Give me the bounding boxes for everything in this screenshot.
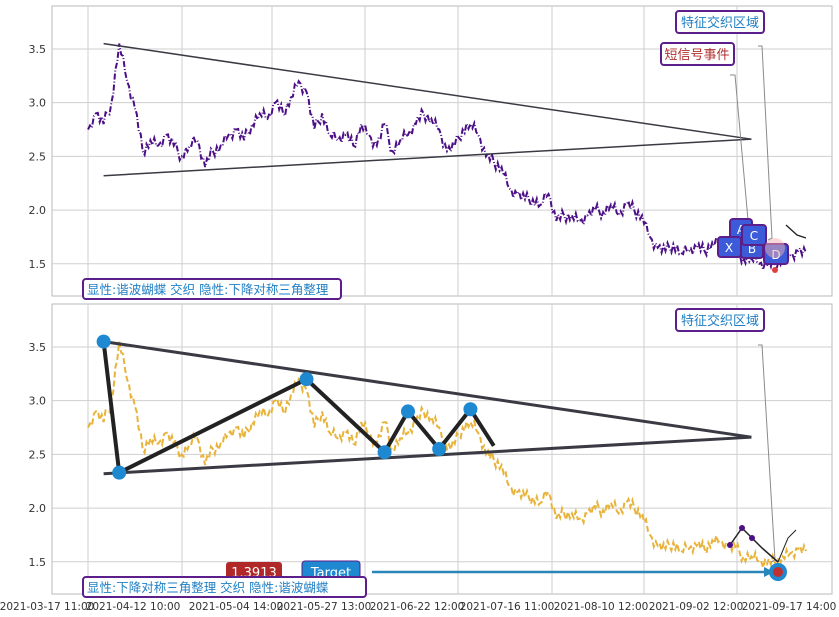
short-signal-text: 短信号事件 (664, 48, 729, 63)
bottom-pattern-label: 显性:下降对称三角整理 交织 隐性:谐波蝴蝶 (82, 576, 367, 598)
marker-x: X (717, 236, 742, 258)
bottom-ytick-label-2: 2.5 (29, 448, 47, 461)
bottom-price-series (87, 341, 807, 572)
bottom-panel: 1.52.02.53.03.5 特征交织区域 1.3913 (0, 303, 836, 613)
top-ytick-label-1: 2.0 (29, 204, 47, 217)
xtick-label-7: 2021-09-02 12:00 (649, 601, 744, 613)
pattern-pivots (96, 334, 478, 480)
bottom-triangle-lower-line (103, 435, 752, 476)
pivot-point-3 (377, 445, 392, 460)
bottom-annotation-arrows (758, 344, 776, 563)
bottom-pattern-text: 显性:下降对称三角整理 交织 隐性:谐波蝴蝶 (87, 580, 329, 595)
xtick-label-3: 2021-05-27 13:00 (277, 601, 372, 613)
top-panel: 1.52.02.53.03.5 特征交织区域 短信号事件 A B (29, 5, 833, 300)
top-triangle-lower-line (103, 138, 752, 177)
bottom-ytick-label-1: 2.0 (29, 502, 47, 515)
marker-x-text: X (725, 241, 733, 255)
bottom-triangle-lines (103, 340, 752, 476)
xtick-label-4: 2021-06-22 12:00 (370, 601, 465, 613)
top-price-series (87, 43, 807, 274)
short-signal-label: 短信号事件 (660, 42, 735, 66)
marker-b-text: B (748, 242, 756, 256)
bottom-grid (52, 304, 832, 594)
top-ytick-label-2: 2.5 (29, 150, 47, 163)
top-pattern-text: 显性:谐波蝴蝶 交织 隐性:下降对称三角整理 (87, 282, 329, 297)
harmonic-mini-path (727, 525, 797, 581)
xtick-label-5: 2021-07-16 11:00 (460, 601, 555, 613)
bottom-y-axis: 1.5 2.0 2.5 3.0 3.5 (29, 341, 47, 569)
top-ytick-label-0: 1.5 (29, 258, 47, 271)
marker-d-dot (772, 267, 778, 273)
pivot-point-2 (299, 372, 314, 387)
xtick-label-6: 2021-08-10 12:00 (554, 601, 649, 613)
top-grid (52, 6, 832, 296)
feature-zone-label-bottom: 特征交织区域 (675, 308, 765, 332)
pivot-point-0 (96, 334, 111, 349)
xabcd-markers: A B C X D (717, 218, 789, 273)
bottom-ytick-label-0: 1.5 (29, 556, 47, 569)
xtick-label-2: 2021-05-04 14:00 (189, 601, 284, 613)
feature-zone-text-top: 特征交织区域 (681, 15, 759, 31)
xtick-label-1: 2021-04-12 10:00 (86, 601, 181, 613)
feature-zone-label-top: 特征交织区域 (675, 10, 765, 34)
top-ytick-label-4: 3.5 (29, 43, 47, 56)
bottom-ytick-label-3: 3.0 (29, 395, 47, 408)
top-triangle-upper-line (103, 42, 752, 140)
pivot-point-5 (432, 442, 447, 456)
bottom-ytick-label-4: 3.5 (29, 341, 47, 354)
pivot-point-6 (463, 402, 478, 417)
top-triangle-lines (103, 42, 752, 177)
pivot-point-1 (112, 465, 127, 480)
pattern-zigzag (101, 341, 496, 476)
top-ytick-label-3: 3.0 (29, 97, 47, 110)
marker-glow (765, 238, 785, 258)
marker-c-text: C (750, 229, 758, 243)
pivot-point-4 (400, 404, 415, 419)
marker-c: C (741, 224, 767, 246)
xtick-label-8: 2021-09-17 14:00 (742, 601, 837, 613)
top-y-axis: 1.5 2.0 2.5 3.0 3.5 (29, 43, 47, 271)
feature-zone-text-bottom: 特征交织区域 (681, 313, 759, 329)
xtick-label-0: 2021-03-17 11:00 (0, 601, 94, 613)
bottom-triangle-upper-line (103, 340, 752, 439)
top-pattern-label: 显性:谐波蝴蝶 交织 隐性:下降对称三角整理 (82, 278, 342, 300)
